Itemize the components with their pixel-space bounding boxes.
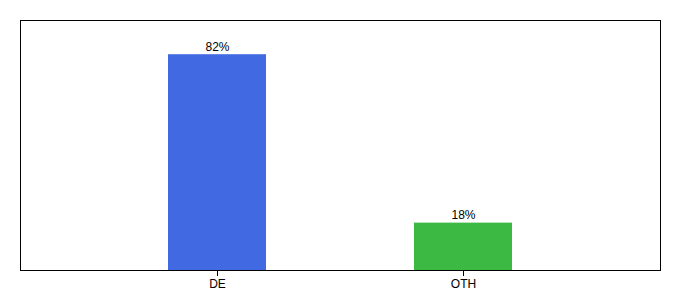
svg-text:82%: 82%: [205, 40, 229, 54]
svg-text:18%: 18%: [451, 208, 475, 222]
svg-text:DE: DE: [209, 277, 226, 291]
svg-text:OTH: OTH: [451, 277, 476, 291]
